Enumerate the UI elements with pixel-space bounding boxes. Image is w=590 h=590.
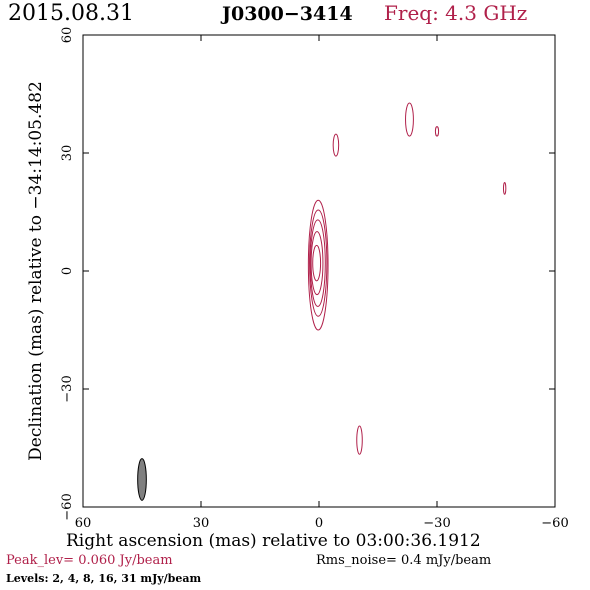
component-knot-5 xyxy=(356,425,363,455)
y-tick-label: −60 xyxy=(60,493,75,520)
x-tick-label: 30 xyxy=(193,516,210,531)
contour-line xyxy=(502,182,507,195)
x-axis-label: Right ascension (mas) relative to 03:00:… xyxy=(66,531,481,551)
contour-line xyxy=(310,231,324,296)
contour-line xyxy=(405,102,414,137)
contour-line xyxy=(434,126,440,137)
contour-line xyxy=(332,133,340,157)
contour-line xyxy=(312,244,322,282)
y-axis-label: Declination (mas) relative to −34:14:05.… xyxy=(26,81,46,461)
component-knot-4 xyxy=(502,182,507,195)
y-tick-label: 60 xyxy=(60,27,75,44)
plot-frame xyxy=(82,34,556,508)
axis-ticks xyxy=(82,34,556,508)
component-core xyxy=(307,199,329,331)
x-tick-label: −60 xyxy=(541,516,568,531)
component-knot-1 xyxy=(332,133,340,157)
contour-line xyxy=(307,199,329,331)
contour-line xyxy=(356,425,363,455)
contour-line xyxy=(309,209,328,317)
observation-date: 2015.08.31 xyxy=(8,1,134,26)
component-knot-2 xyxy=(405,102,414,137)
beam-shape xyxy=(137,458,147,501)
component-knot-3 xyxy=(434,126,440,137)
contour-levels: Levels: 2, 4, 8, 16, 31 mJy/beam xyxy=(6,572,202,585)
contours xyxy=(307,102,507,455)
y-tick-label: −30 xyxy=(60,375,75,402)
beam-ellipse xyxy=(137,458,147,501)
frequency-label: Freq: 4.3 GHz xyxy=(384,1,528,25)
x-tick-label: 60 xyxy=(75,516,92,531)
rms-noise: Rms_noise= 0.4 mJy/beam xyxy=(316,553,492,568)
y-tick-label: 0 xyxy=(60,267,75,275)
axis-tick-labels: 60 30 0 −30 −60 −60 −30 0 30 60 xyxy=(60,27,569,531)
x-tick-label: −30 xyxy=(423,516,450,531)
y-tick-label: 30 xyxy=(60,145,75,162)
source-name: J0300−3414 xyxy=(222,3,353,25)
x-tick-label: 0 xyxy=(315,516,323,531)
contour-line xyxy=(309,219,326,307)
peak-level: Peak_lev= 0.060 Jy/beam xyxy=(6,553,173,568)
